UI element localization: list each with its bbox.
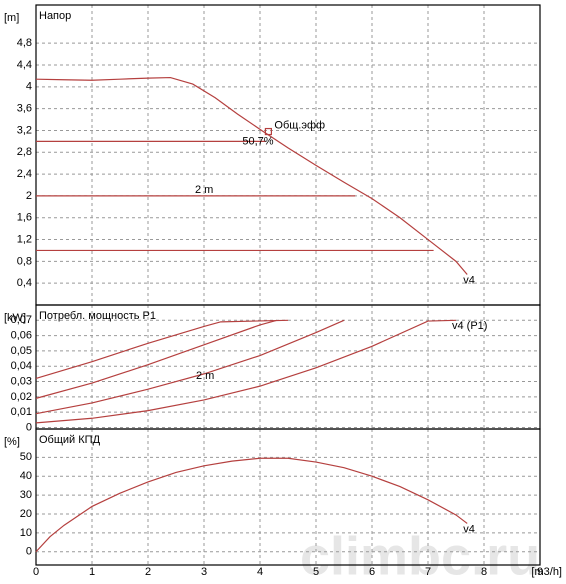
y-tick-label: 1,2 [17, 233, 32, 245]
y-tick-label: 40 [20, 470, 32, 482]
x-axis-label: [m3/h] [531, 566, 562, 578]
y-tick-label: 4 [26, 81, 32, 93]
curve [35, 76, 468, 275]
y-tick-label: 3,6 [17, 103, 32, 115]
y-tick-label: 4,4 [17, 59, 32, 71]
y-tick-label: 50 [20, 451, 32, 463]
y-tick-label: 0 [26, 546, 32, 558]
best-point-marker [264, 127, 272, 136]
y-tick-label: 0,02 [11, 391, 32, 403]
y-tick-label: 0,4 [17, 277, 32, 289]
y-tick-label: 2,4 [17, 168, 32, 180]
y-tick-label: 0,04 [11, 360, 32, 372]
x-tick-label: 6 [369, 566, 375, 578]
panel-frame [35, 4, 541, 306]
curve [35, 319, 457, 424]
y-tick-label: 0 [26, 421, 32, 433]
best-point-efficiency: 50,7% [242, 135, 273, 147]
panel-frame [35, 428, 541, 566]
y-tick-label: 2,8 [17, 146, 32, 158]
x-tick-label: 7 [425, 566, 431, 578]
x-tick-label: 9 [537, 566, 543, 578]
y-tick-label: 20 [20, 508, 32, 520]
y-tick-label: 3,2 [17, 124, 32, 136]
x-tick-label: 1 [89, 566, 95, 578]
y-tick-label: 30 [20, 489, 32, 501]
y-tick-label: 0,05 [11, 345, 32, 357]
y-tick-label: 4,8 [17, 37, 32, 49]
y-tick-label: 0,8 [17, 255, 32, 267]
y-tick-label: 10 [20, 527, 32, 539]
y-tick-label: 0,07 [11, 314, 32, 326]
series-label: v4 [463, 274, 475, 286]
x-tick-label: 5 [313, 566, 319, 578]
y-tick-label: 1,6 [17, 212, 32, 224]
series-label: v4 [463, 523, 475, 535]
panel-title: Общий КПД [39, 434, 101, 446]
watermark: climbc.ru [300, 526, 540, 584]
curve [35, 457, 468, 553]
curve [35, 319, 345, 415]
series-label: 2 m [195, 184, 213, 196]
x-tick-label: 8 [481, 566, 487, 578]
best-point-label: Общ.эфф [274, 119, 325, 131]
x-tick-label: 3 [201, 566, 207, 578]
series-label: v4 (P1) [452, 320, 487, 332]
panel-title: Напор [39, 10, 71, 22]
y-tick-label: 0,03 [11, 375, 32, 387]
y-axis-label: [m] [4, 12, 19, 24]
y-tick-label: 2 [26, 190, 32, 202]
curve [35, 319, 277, 399]
x-tick-label: 4 [257, 566, 263, 578]
x-tick-label: 0 [33, 566, 39, 578]
x-tick-label: 2 [145, 566, 151, 578]
y-axis-label: [kW] [4, 312, 26, 324]
y-axis-label: [%] [4, 436, 20, 448]
y-tick-label: 0,01 [11, 406, 32, 418]
y-tick-label: 0,06 [11, 330, 32, 342]
panel-title: Потребл. мощность P1 [39, 310, 156, 322]
curve [35, 319, 289, 380]
series-label: 2 m [196, 370, 214, 382]
